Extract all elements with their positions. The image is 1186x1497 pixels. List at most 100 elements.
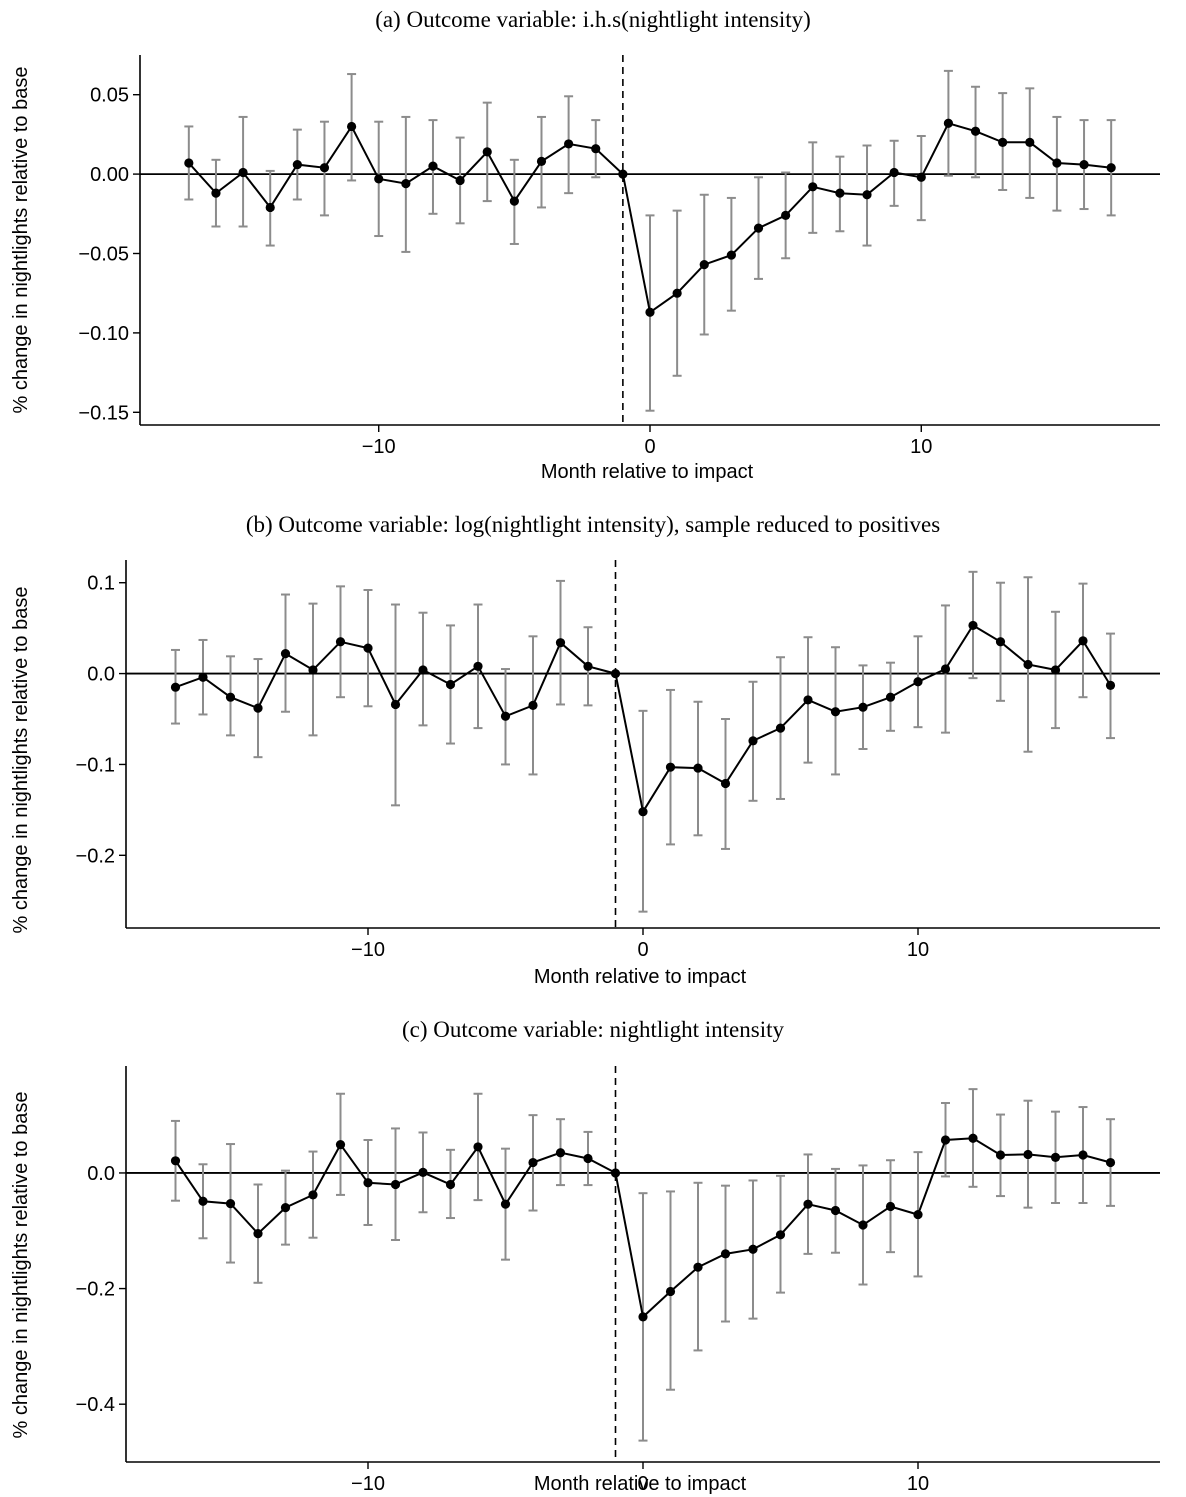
estimate-point — [265, 202, 275, 213]
estimate-point — [509, 196, 519, 206]
estimate-point — [280, 1203, 291, 1213]
estimate-point — [753, 223, 764, 233]
estimate-point — [1050, 1152, 1061, 1162]
estimate-point — [618, 169, 628, 179]
estimate-point — [482, 147, 492, 157]
estimate-point — [455, 175, 465, 186]
estimate-point — [835, 188, 845, 198]
x-axis-label: Month relative to impact — [534, 1473, 747, 1495]
x-tick-label: 10 — [907, 939, 929, 961]
x-tick-label: −10 — [351, 1473, 385, 1495]
estimate-point — [665, 762, 676, 772]
estimate-point — [445, 679, 456, 690]
estimate-point — [528, 1157, 538, 1168]
y-tick-label: −0.10 — [78, 323, 129, 345]
x-tick-label: −10 — [362, 436, 396, 458]
estimate-point — [445, 1179, 456, 1190]
estimate-point — [198, 672, 208, 682]
estimate-point — [418, 665, 428, 675]
estimate-point — [858, 702, 868, 712]
estimate-point — [1105, 680, 1116, 690]
estimate-point — [308, 665, 318, 675]
estimate-point — [693, 1262, 703, 1272]
x-axis-label: Month relative to impact — [534, 966, 747, 988]
y-tick-label: −0.05 — [78, 243, 129, 265]
estimate-point — [885, 1201, 896, 1212]
estimate-point — [748, 1244, 758, 1254]
estimate-point — [591, 144, 601, 154]
estimate-point — [583, 1153, 593, 1164]
event-study-chart: 0.0 −0.2 −0.4 −10 0 10 Month relative to impac… — [10, 1066, 1160, 1495]
estimate-point — [968, 620, 978, 631]
estimate-point — [803, 695, 813, 705]
estimate-point — [610, 1168, 621, 1178]
estimate-point — [428, 161, 438, 171]
estimate-point — [968, 1133, 978, 1143]
estimate-point — [720, 778, 731, 789]
chart-title: (b) Outcome variable: log(nightlight int… — [245, 512, 941, 537]
estimate-point — [1078, 636, 1088, 646]
x-tick-label: 0 — [637, 939, 648, 961]
estimate-point — [335, 637, 346, 647]
estimate-point — [720, 1249, 731, 1259]
estimate-point — [308, 1190, 318, 1200]
estimate-point — [500, 1199, 511, 1209]
estimate-point — [390, 699, 401, 710]
estimate-point — [781, 210, 791, 220]
estimate-point — [211, 188, 221, 198]
estimate-point — [390, 1179, 401, 1190]
estimate-point — [253, 1229, 263, 1239]
estimate-point — [726, 250, 736, 260]
estimate-point — [418, 1167, 428, 1177]
x-tick-label: 10 — [910, 436, 932, 458]
estimate-point — [363, 1178, 373, 1188]
y-tick-label: 0.00 — [90, 164, 129, 186]
estimate-point — [238, 167, 248, 178]
estimate-point — [665, 1286, 676, 1297]
estimate-point — [253, 703, 263, 713]
chart-title: (c) Outcome variable: nightlight intensi… — [402, 1017, 784, 1042]
estimate-point — [830, 707, 841, 717]
x-tick-label: 0 — [637, 1473, 648, 1495]
estimate-point — [473, 1142, 483, 1152]
estimate-point — [916, 172, 926, 182]
estimate-point — [885, 692, 896, 702]
estimate-point — [808, 182, 818, 192]
estimate-point — [1079, 159, 1089, 170]
event-study-chart: 0.05 0.00 −0.05 −0.10 −0.15 −10 0 10 Month relat… — [10, 55, 1160, 483]
estimate-point — [940, 664, 951, 674]
y-axis-label: % change in nightlights relative to base — [10, 1092, 32, 1439]
estimate-point — [830, 1205, 841, 1216]
y-tick-label: −0.1 — [76, 754, 115, 776]
estimate-point — [889, 167, 899, 178]
estimate-point — [555, 638, 566, 648]
estimate-point — [672, 288, 682, 298]
estimate-point — [346, 121, 357, 132]
estimate-point — [913, 1209, 923, 1220]
estimate-point — [998, 137, 1008, 147]
estimate-point — [1023, 1149, 1033, 1160]
y-tick-label: −0.2 — [76, 1279, 115, 1301]
estimate-point — [610, 668, 621, 679]
estimate-point — [319, 163, 330, 173]
y-tick-label: 0.1 — [87, 573, 115, 595]
estimate-point — [198, 1196, 208, 1206]
estimate-point — [473, 661, 483, 671]
estimate-point — [184, 158, 194, 168]
chart-title: (a) Outcome variable: i.h.s(nightlight i… — [375, 7, 811, 32]
estimate-point — [862, 190, 872, 200]
estimate-point — [970, 126, 981, 136]
estimate-point — [292, 159, 302, 170]
y-tick-label: −0.15 — [78, 402, 129, 424]
estimate-point — [940, 1135, 951, 1145]
estimate-point — [555, 1148, 566, 1158]
estimate-point — [564, 139, 574, 149]
estimate-point — [170, 682, 181, 692]
estimate-point — [995, 637, 1006, 647]
x-tick-label: 0 — [644, 436, 655, 458]
estimate-point — [943, 118, 954, 128]
estimate-point — [280, 648, 291, 659]
y-tick-label: −0.2 — [76, 845, 115, 867]
estimate-point — [638, 1312, 648, 1322]
estimate-point — [363, 643, 373, 653]
